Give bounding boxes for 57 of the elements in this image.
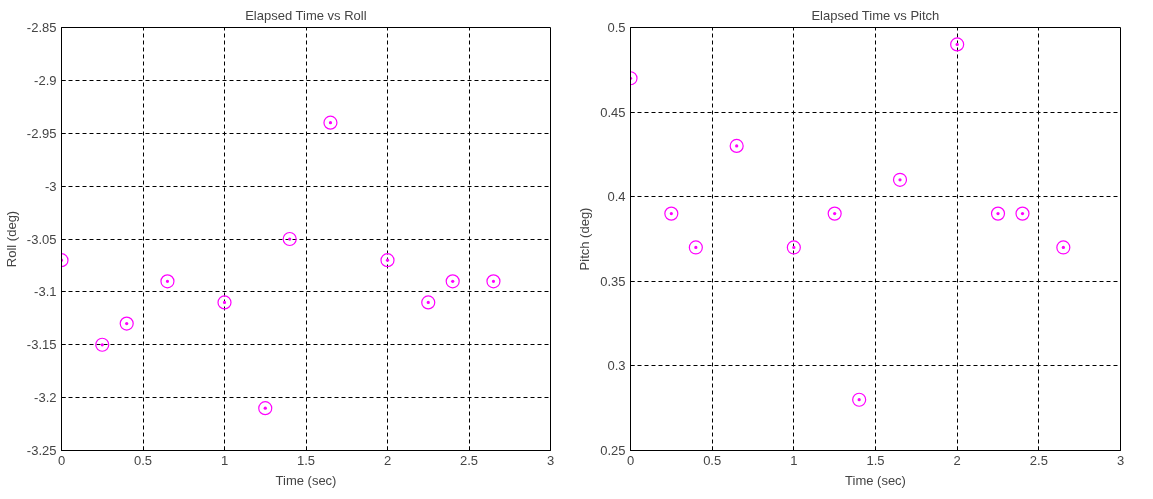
y-tick-label: -3.15	[26, 337, 57, 353]
point	[258, 401, 273, 416]
y-tick-label: 0.3	[607, 358, 626, 374]
y-tick-label: 0.35	[600, 273, 626, 289]
y-tick-label: -3.05	[26, 231, 57, 247]
x-tick-label: 0.5	[703, 452, 722, 468]
chart-title: Elapsed Time vs Roll	[245, 7, 367, 23]
x-tick-label: 3	[1116, 452, 1125, 468]
x-tick-label: 2.5	[459, 452, 479, 468]
x-tick-label: 3	[546, 452, 555, 468]
y-axis-title: Roll (deg)	[3, 210, 19, 268]
y-tick-label: -3.1	[34, 284, 57, 300]
point	[729, 138, 744, 154]
x-axis-title: Time (sec)	[275, 472, 337, 488]
x-tick-label: 2.5	[1029, 452, 1048, 468]
point	[688, 240, 703, 255]
y-tick-label: -3.25	[26, 443, 57, 458]
point	[990, 206, 1006, 221]
y-tick-label: 0.25	[600, 443, 626, 458]
point	[950, 37, 965, 52]
point	[95, 337, 110, 352]
point	[160, 274, 175, 289]
point	[892, 172, 908, 187]
point	[323, 115, 338, 130]
x-tick-label: 1.5	[296, 452, 316, 468]
point	[380, 253, 395, 268]
point	[827, 206, 842, 221]
y-tick-label: 0.45	[600, 104, 626, 120]
point	[1056, 240, 1071, 255]
point	[486, 274, 501, 289]
point	[786, 240, 801, 255]
point	[852, 392, 867, 407]
x-tick-label: 2	[953, 452, 961, 468]
y-axis-title: Pitch (deg)	[577, 207, 593, 271]
point	[282, 231, 297, 247]
point	[445, 274, 460, 289]
x-tick-label: 1	[790, 452, 798, 468]
y-tick-label: 0.5	[607, 20, 626, 35]
y-tick-label: -3	[44, 178, 57, 194]
y-tick-label: 0.4	[607, 189, 626, 205]
x-tick-label: 0.5	[133, 452, 153, 468]
point	[664, 206, 679, 221]
y-tick-label: -3.2	[34, 390, 57, 406]
x-tick-label: 2	[383, 452, 392, 468]
y-tick-label: -2.85	[26, 20, 57, 35]
point	[421, 295, 436, 310]
point	[1015, 206, 1030, 221]
y-tick-label: -2.9	[34, 72, 57, 88]
x-tick-label: 1.5	[866, 452, 885, 468]
point	[119, 316, 134, 331]
x-tick-label: 0	[626, 452, 635, 468]
y-tick-label: -2.95	[26, 125, 57, 141]
point	[217, 295, 232, 310]
x-tick-label: 1	[220, 452, 229, 468]
x-tick-label: 0	[57, 452, 66, 468]
x-axis-title: Time (sec)	[845, 472, 906, 488]
chart-title: Elapsed Time vs Pitch	[811, 7, 940, 23]
